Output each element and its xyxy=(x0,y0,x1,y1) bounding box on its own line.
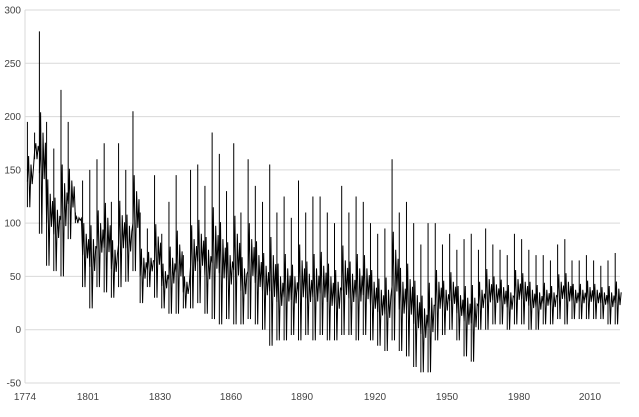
x-axis-ticks: 1774 1801 1830 1860 1890 1920 1950 1980 2010 xyxy=(14,392,602,403)
y-tick-label: 0 xyxy=(15,325,21,336)
y-tick-label: 200 xyxy=(4,112,21,123)
x-tick-label: 1830 xyxy=(149,392,172,403)
y-axis-ticks: 300 250 200 150 100 50 0 -50 xyxy=(4,6,21,390)
y-tick-label: 100 xyxy=(4,219,21,230)
x-tick-label: 1980 xyxy=(508,392,531,403)
x-tick-label: 1801 xyxy=(77,392,100,403)
x-tick-label: 1860 xyxy=(220,392,243,403)
x-tick-label: 1890 xyxy=(291,392,314,403)
series-line xyxy=(26,112,622,373)
x-tick-label: 1950 xyxy=(436,392,459,403)
x-tick-label: 1774 xyxy=(14,392,37,403)
y-tick-label: 300 xyxy=(4,6,21,17)
y-tick-label: 150 xyxy=(4,165,21,176)
x-tick-label: 1920 xyxy=(364,392,387,403)
y-tick-label: 50 xyxy=(10,272,22,283)
y-tick-label: -50 xyxy=(7,379,22,390)
series-marks xyxy=(26,31,622,373)
y-tick-label: 250 xyxy=(4,59,21,70)
x-tick-label: 2010 xyxy=(579,392,602,403)
